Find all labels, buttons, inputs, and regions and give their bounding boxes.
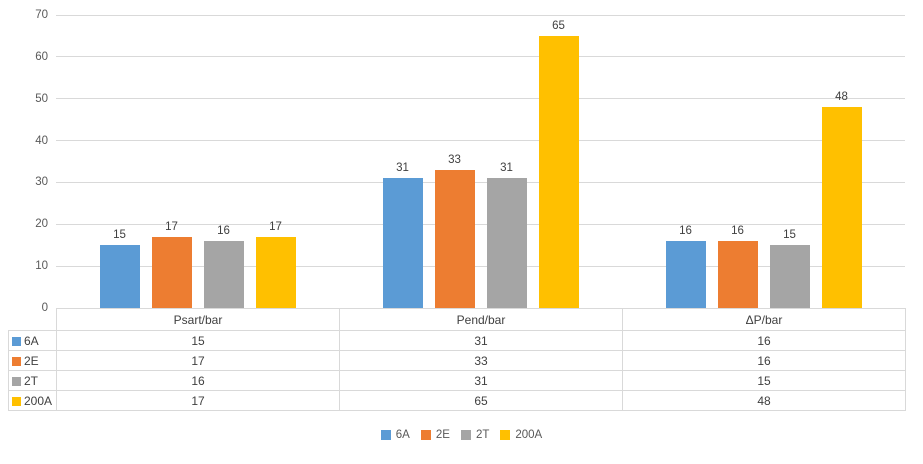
legend-label: 2E: [435, 429, 450, 441]
legend-item: 6A: [380, 429, 410, 441]
plot-area: 15 17 16 17 31 33 31 65 16 16 15 48: [56, 14, 905, 309]
y-tick-label: 50: [35, 92, 48, 105]
legend-label: 2T: [475, 429, 490, 441]
value-cell: 17: [56, 390, 340, 411]
legend-label: 6A: [395, 429, 410, 441]
y-tick-label: 30: [35, 176, 48, 189]
bar-data-label: 16: [679, 225, 692, 238]
series-label-cell: 2E: [8, 350, 57, 371]
bar: [99, 245, 140, 308]
table-row: 2E 17 33 16: [8, 350, 906, 371]
series-swatch-icon: [12, 396, 21, 406]
table-row: 200A 17 65 48: [8, 390, 906, 411]
value-cell: 16: [622, 330, 906, 351]
bar-data-label: 65: [552, 19, 565, 32]
category-header-cell: Pend/bar: [339, 308, 623, 331]
data-table: Psart/bar Pend/bar ΔP/bar 6A 15 31 16 2E 17 33 16 2…: [8, 308, 906, 411]
value-cell: 17: [56, 350, 340, 371]
bar: [769, 245, 810, 308]
bar: [821, 107, 862, 308]
bar: [434, 169, 475, 308]
bar-data-label: 31: [396, 162, 409, 175]
legend-swatch-icon: [380, 430, 391, 440]
legend-swatch-icon: [460, 430, 471, 440]
bar: [665, 241, 706, 308]
value-cell: 33: [339, 350, 623, 371]
bar-data-label: 33: [448, 153, 461, 166]
series-label-cell: 6A: [8, 330, 57, 351]
category-header-cell: ΔP/bar: [622, 308, 906, 331]
table-row: 2T 16 31 15: [8, 370, 906, 391]
y-tick-label: 10: [35, 260, 48, 273]
table-header-row: Psart/bar Pend/bar ΔP/bar: [9, 308, 906, 331]
bar: [538, 35, 579, 308]
gridline: [56, 265, 905, 267]
bar: [717, 241, 758, 308]
bar-data-label: 16: [731, 225, 744, 238]
bar: [486, 178, 527, 308]
y-tick-label: 20: [35, 218, 48, 231]
gridline: [56, 140, 905, 142]
gridline: [56, 56, 905, 58]
bar-data-label: 17: [269, 220, 282, 233]
bar-data-label: 16: [217, 225, 230, 238]
y-tick-label: 0: [41, 302, 48, 314]
y-tick-label: 40: [35, 134, 48, 147]
bar: [203, 241, 244, 308]
bar-data-label: 17: [165, 220, 178, 233]
value-cell: 65: [339, 390, 623, 411]
table-corner-cell: [9, 309, 57, 331]
gridline: [56, 181, 905, 183]
category-header-cell: Psart/bar: [56, 308, 340, 331]
y-tick-label: 70: [35, 9, 48, 21]
value-cell: 48: [622, 390, 906, 411]
value-cell: 16: [622, 350, 906, 371]
legend-label: 200A: [515, 429, 543, 441]
table-row: 6A 15 31 16: [8, 330, 906, 351]
series-swatch-icon: [12, 356, 21, 366]
series-swatch-icon: [12, 376, 21, 386]
legend: 6A 2E 2T 200A: [0, 429, 923, 441]
gridline: [56, 14, 905, 16]
series-label-cell: 2T: [8, 370, 57, 391]
legend-item: 2E: [420, 429, 450, 441]
bar: [382, 178, 423, 308]
value-cell: 31: [339, 370, 623, 391]
bar-data-label: 15: [113, 229, 126, 242]
value-cell: 16: [56, 370, 340, 391]
gridline: [56, 223, 905, 225]
series-label-cell: 200A: [8, 390, 57, 411]
legend-swatch-icon: [500, 430, 511, 440]
bar-data-label: 15: [783, 229, 796, 242]
gridline: [56, 98, 905, 100]
y-tick-label: 60: [35, 50, 48, 63]
value-cell: 15: [56, 330, 340, 351]
legend-item: 2T: [460, 429, 490, 441]
bar-data-label: 48: [835, 91, 848, 104]
series-swatch-icon: [12, 336, 21, 346]
legend-swatch-icon: [420, 430, 431, 440]
bar: [151, 236, 192, 308]
value-cell: 15: [622, 370, 906, 391]
value-cell: 31: [339, 330, 623, 351]
bar-data-label: 31: [500, 162, 513, 175]
bar: [255, 236, 296, 308]
legend-item: 200A: [500, 429, 542, 441]
